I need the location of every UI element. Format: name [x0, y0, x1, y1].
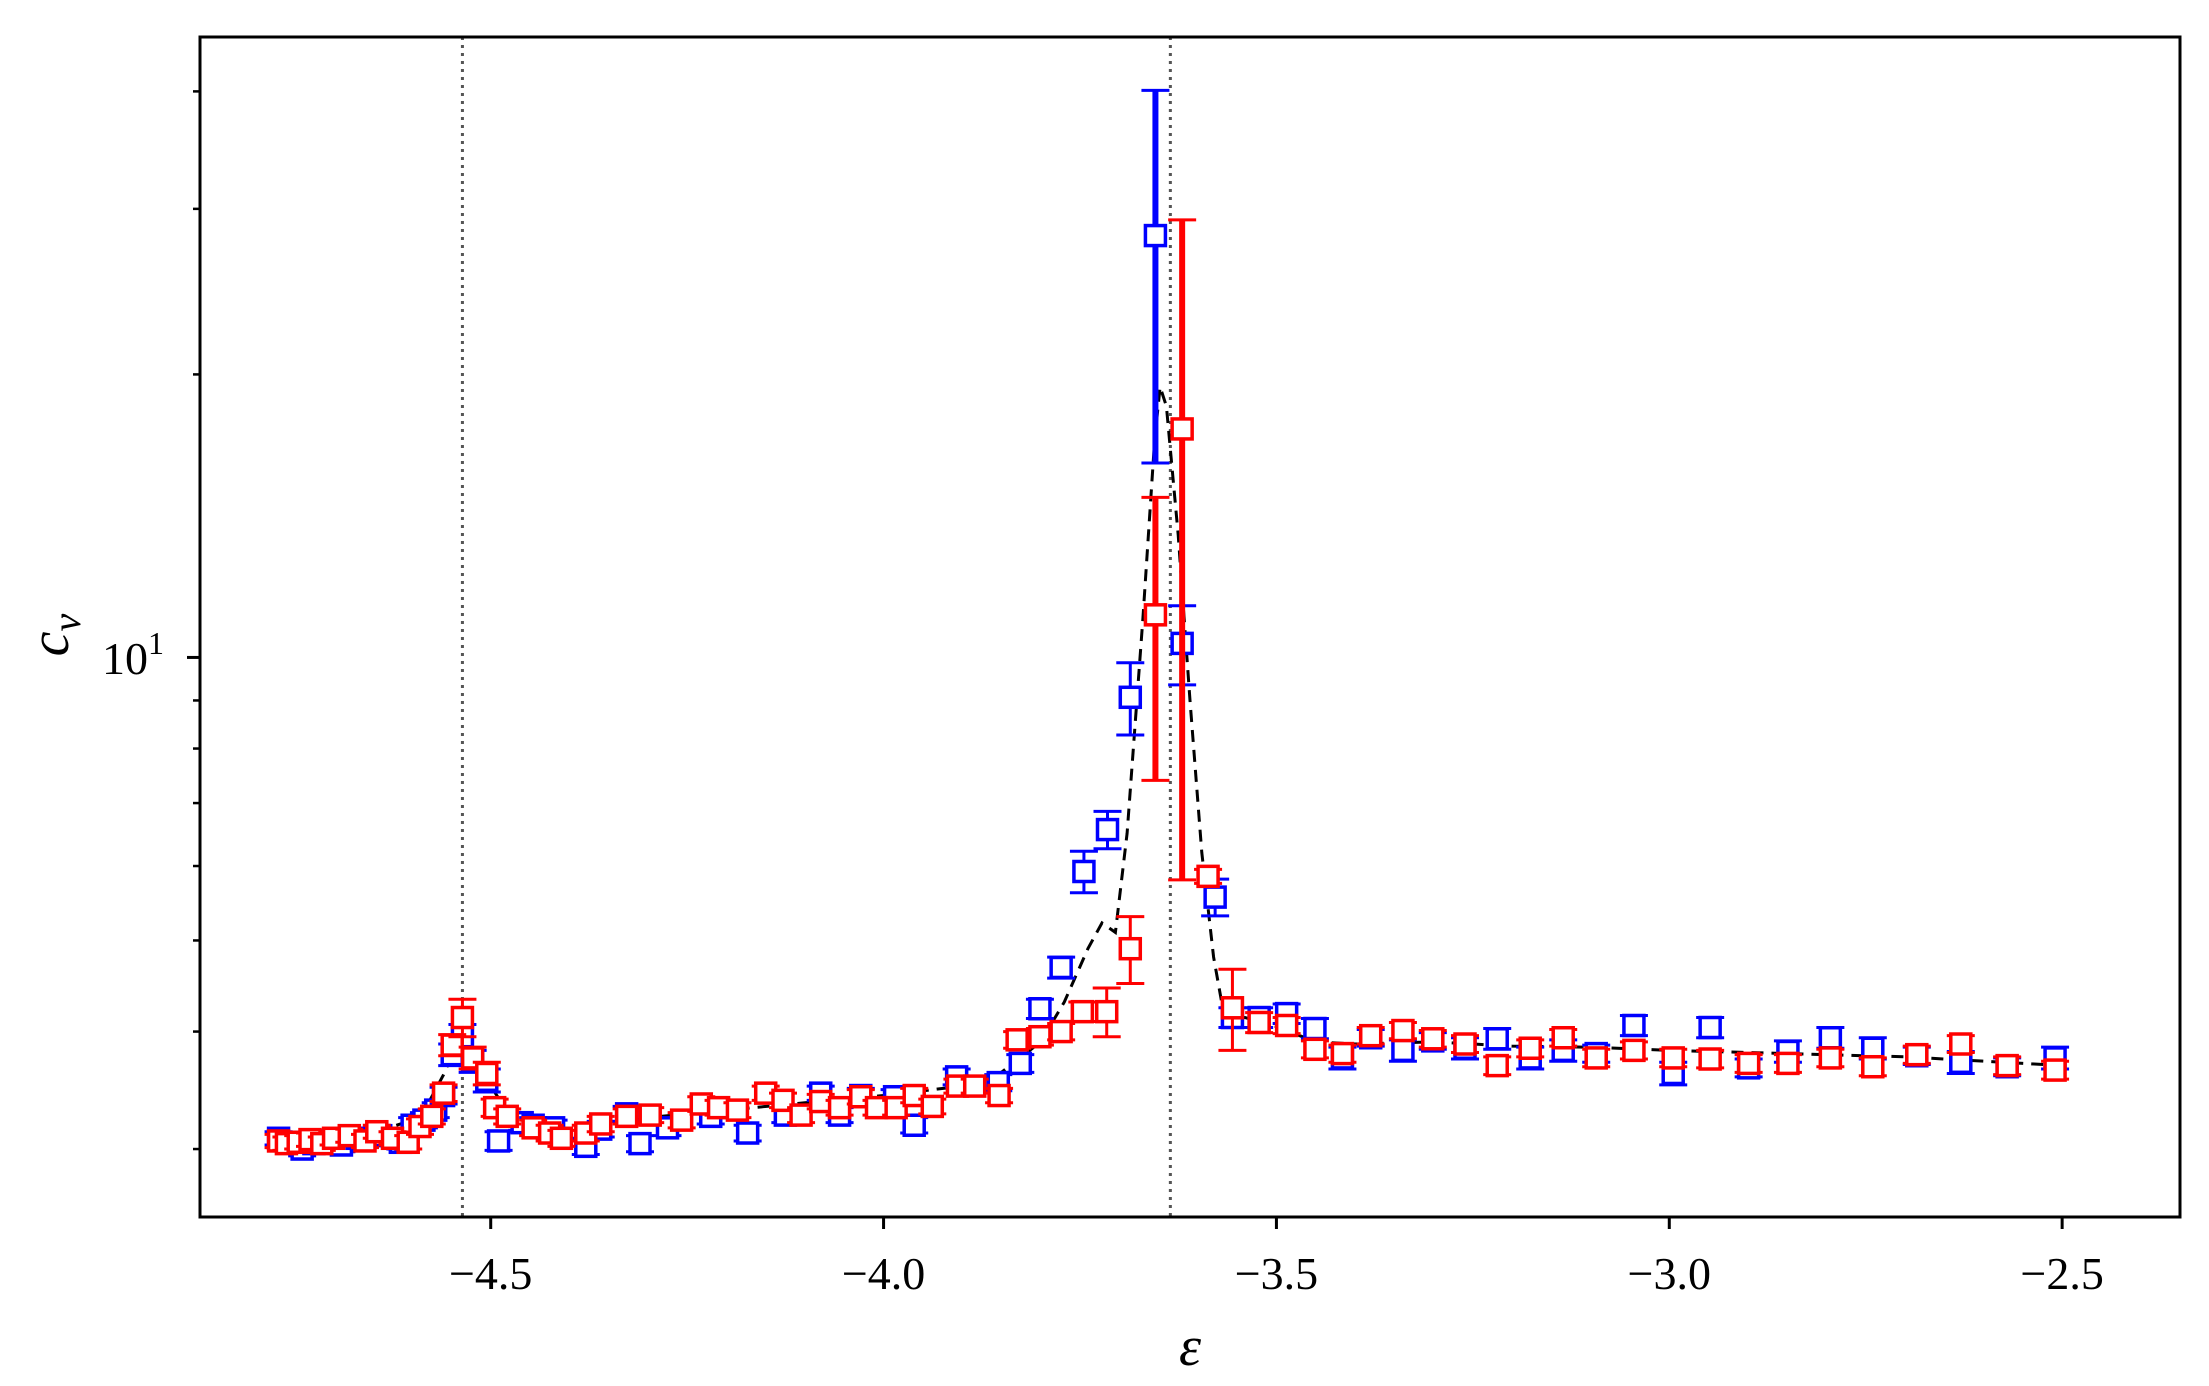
data-point-marker	[987, 1083, 1011, 1108]
data-point-marker	[1028, 996, 1052, 1021]
data-point-marker	[1005, 1028, 1029, 1052]
y-axis-label: cv	[19, 613, 89, 656]
data-point-marker	[1391, 1018, 1415, 1043]
x-axis: −4.5 −4.0 −3.5 −3.0 −2.5	[449, 1217, 2104, 1299]
series-red	[264, 218, 2070, 1156]
x-axis-label: ε	[1179, 1316, 1202, 1378]
data-point-marker	[1028, 1024, 1052, 1049]
data-point-marker	[1143, 223, 1168, 248]
data-point-marker	[725, 1098, 750, 1122]
data-point-marker	[1949, 1032, 1973, 1056]
data-point-marker	[1818, 1025, 1843, 1050]
data-point-marker	[1622, 1038, 1646, 1063]
data-point-marker	[1736, 1051, 1761, 1076]
data-point-marker	[1818, 1046, 1843, 1070]
data-point-marker	[1485, 1027, 1509, 1051]
data-point-marker	[669, 1108, 694, 1132]
y-axis	[187, 90, 200, 1151]
data-point-marker	[706, 1095, 731, 1120]
data-point-marker	[1203, 885, 1227, 909]
x-tick-label: −3.0	[1628, 1248, 1711, 1299]
data-point-marker	[1118, 685, 1143, 710]
data-point-marker	[1584, 1046, 1608, 1070]
data-point-marker	[1421, 1027, 1445, 1051]
data-point-marker	[549, 1126, 574, 1151]
data-point-marker	[431, 1081, 456, 1105]
data-point-marker	[735, 1121, 760, 1145]
data-point-marker	[1330, 1041, 1355, 1066]
data-point-marker	[1391, 1038, 1415, 1063]
data-point-marker	[1861, 1054, 1885, 1079]
plot-frame	[198, 35, 2182, 1219]
data-point-marker	[1358, 1023, 1383, 1048]
data-series	[264, 88, 2070, 1161]
x-tick-label: −4.0	[842, 1248, 925, 1299]
y-tick-label-10: 101	[102, 625, 164, 684]
x-tick-label: −3.5	[1235, 1248, 1318, 1299]
data-point-marker	[1247, 1010, 1271, 1035]
data-point-marker	[1303, 1037, 1327, 1062]
data-point-marker	[486, 1129, 511, 1153]
data-point-marker	[1303, 1016, 1327, 1041]
data-point-marker	[1094, 999, 1119, 1024]
data-point-marker	[1008, 1051, 1033, 1076]
data-point-marker	[1143, 603, 1168, 627]
data-point-marker	[475, 1061, 499, 1086]
data-point-marker	[440, 1033, 464, 1057]
data-point-marker	[1622, 1013, 1646, 1038]
data-point-marker	[1220, 996, 1245, 1020]
data-point-marker	[1661, 1046, 1685, 1070]
data-point-marker	[1072, 859, 1096, 884]
data-point-marker	[902, 1113, 926, 1137]
x-tick-label: −4.5	[449, 1248, 532, 1299]
data-point-marker	[1698, 1047, 1722, 1071]
data-point-marker	[827, 1095, 852, 1120]
data-point-marker	[638, 1103, 662, 1127]
data-point-marker	[771, 1088, 795, 1113]
data-point-marker	[920, 1094, 945, 1119]
data-point-marker	[1905, 1042, 1929, 1067]
data-point-marker	[1049, 1019, 1073, 1044]
data-point-marker	[1070, 999, 1095, 1024]
data-point-marker	[450, 1005, 475, 1030]
data-point-marker	[1170, 417, 1194, 441]
data-point-marker	[1453, 1032, 1477, 1056]
data-point-marker	[1118, 936, 1143, 961]
data-point-marker	[962, 1074, 987, 1098]
data-point-marker	[1698, 1015, 1722, 1040]
data-point-marker	[2043, 1058, 2067, 1082]
data-point-marker	[420, 1104, 444, 1129]
data-point-marker	[1551, 1025, 1575, 1050]
data-point-marker	[1196, 864, 1220, 889]
data-point-marker	[588, 1112, 613, 1136]
data-point-marker	[628, 1131, 652, 1156]
data-point-marker	[1274, 1013, 1299, 1038]
data-point-marker	[1776, 1051, 1800, 1076]
data-point-marker	[614, 1104, 639, 1129]
data-point-marker	[1049, 955, 1073, 980]
data-point-marker	[1518, 1036, 1542, 1060]
data-point-marker	[495, 1104, 519, 1129]
data-point-marker	[1485, 1053, 1509, 1078]
data-point-marker	[789, 1103, 813, 1127]
x-tick-label: −2.5	[2020, 1248, 2103, 1299]
data-point-marker	[1995, 1053, 2019, 1078]
data-point-marker	[1095, 817, 1120, 842]
